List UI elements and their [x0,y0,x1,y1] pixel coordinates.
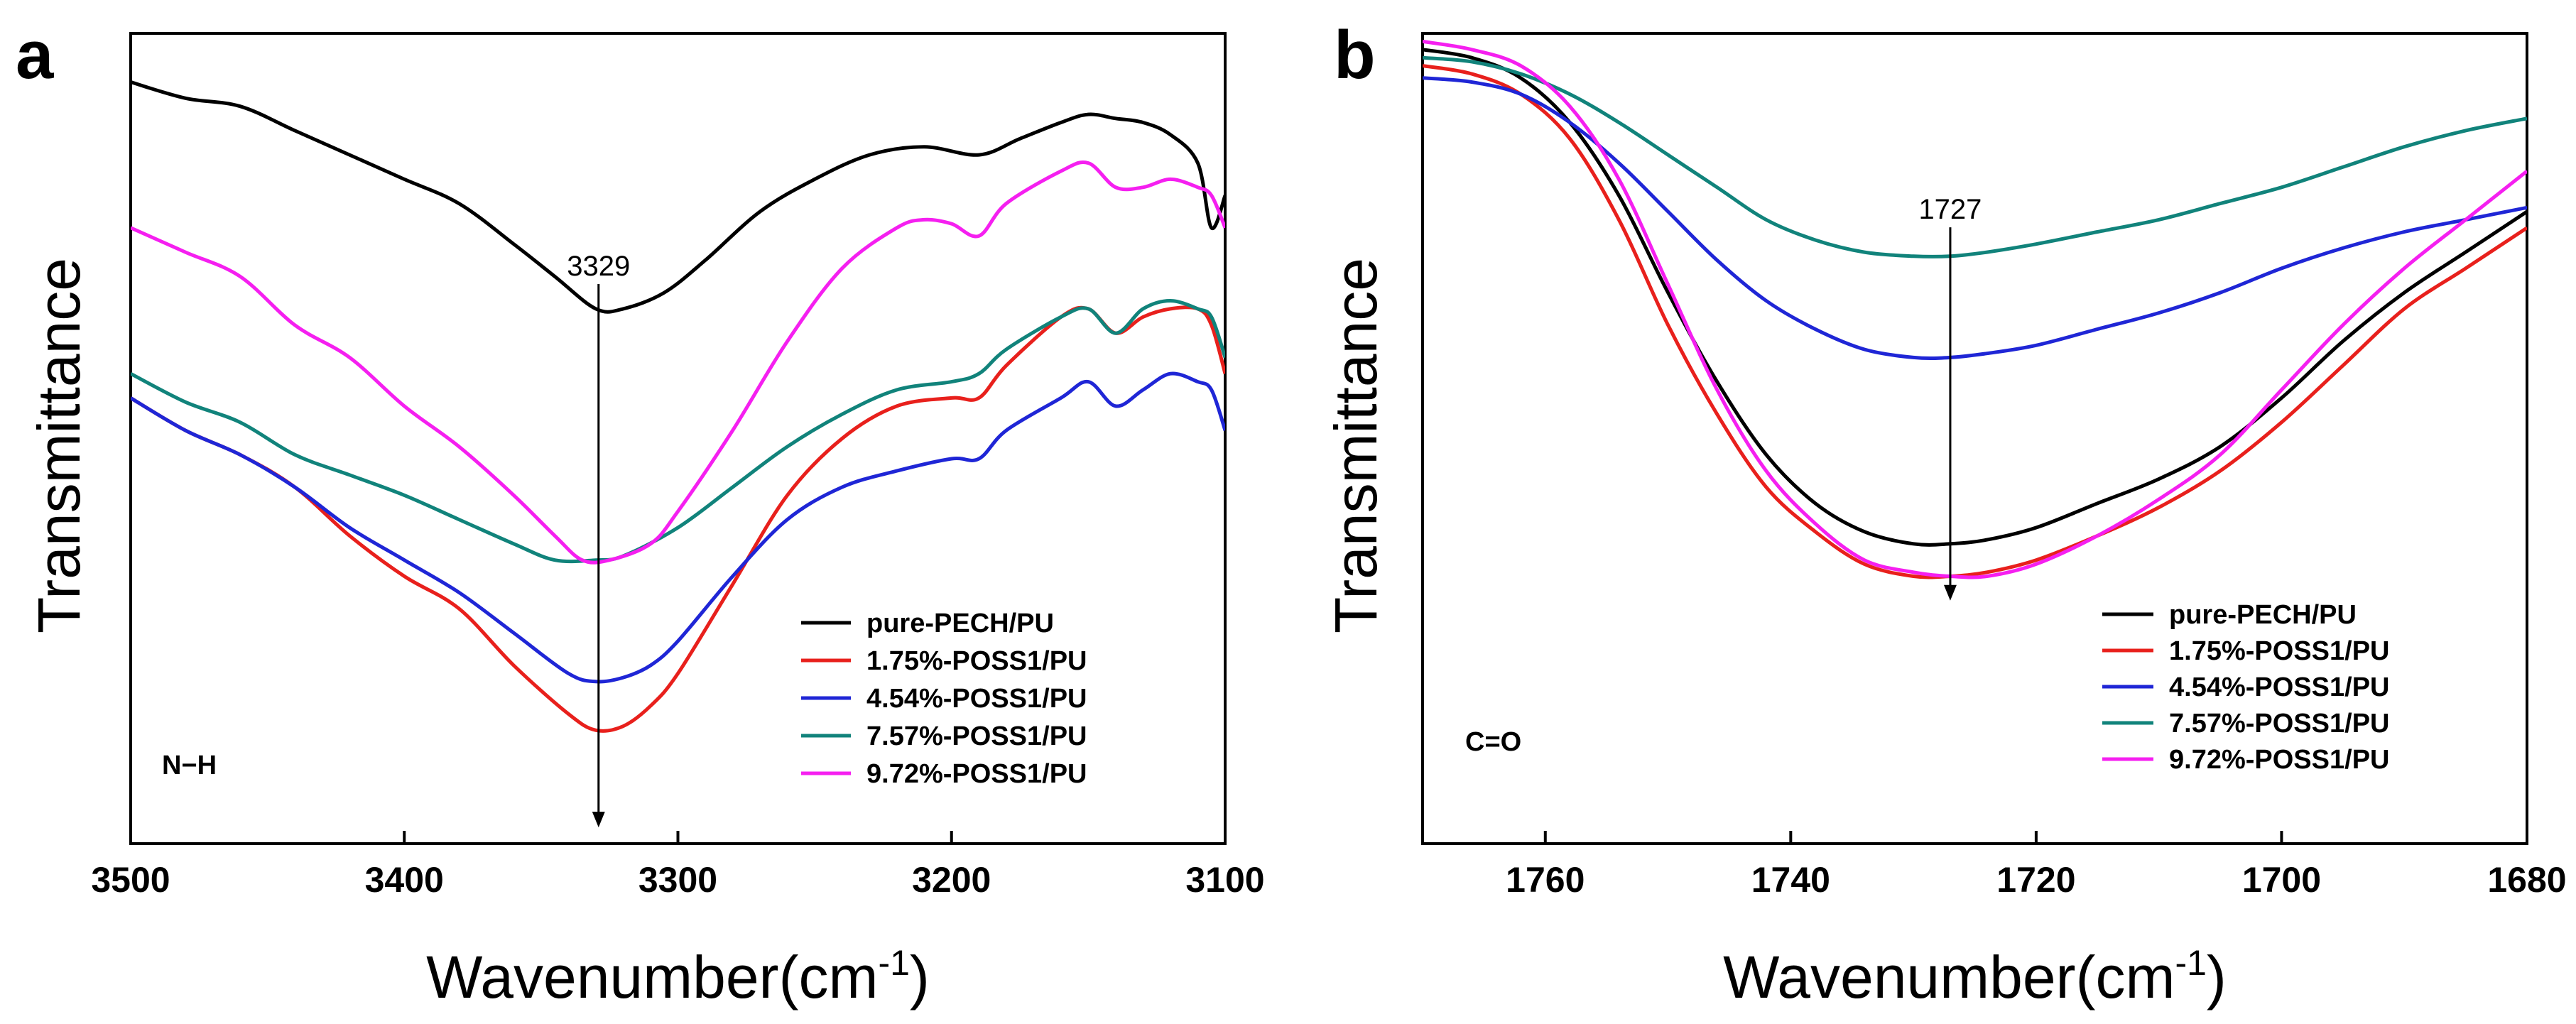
series-group [1423,39,2527,579]
series-line [131,371,1225,684]
legend-label: pure-PECH/PU [866,609,1054,638]
legend: pure-PECH/PU 1.75%-POSS1/PU 4.54%-POSS1/PU… [2102,600,2389,775]
plot-frame [1421,32,2528,845]
peak-label: 1727 [1918,194,1982,225]
series-line [131,80,1225,314]
peak-arrowhead [1943,584,1957,601]
panel-letter: a [16,17,54,93]
legend-label: pure-PECH/PU [2169,600,2357,630]
series-group [131,80,1225,733]
x-tick-label: 3200 [912,860,991,900]
series-line [1423,55,2527,258]
x-axis-label: Wavenumber(cm-1) [1723,943,2227,1011]
series-line [1423,48,2527,547]
y-axis-label: Transmittance [1322,258,1389,633]
panel-letter: b [1334,17,1376,93]
peak-label: 3329 [567,251,630,282]
legend-label: 4.54%-POSS1/PU [866,684,1087,714]
x-tick-label: 1680 [2487,860,2566,900]
bond-label: C=O [1465,727,1521,757]
legend-label: 1.75%-POSS1/PU [2169,636,2389,666]
legend-label: 9.72%-POSS1/PU [866,759,1087,789]
x-tick-label: 3400 [365,860,444,900]
x-tick-label: 1740 [1751,860,1830,900]
legend: pure-PECH/PU 1.75%-POSS1/PU 4.54%-POSS1/PU… [801,609,1087,789]
bond-label: N−H [162,751,217,780]
x-tick-label: 3300 [638,860,717,900]
legend-label: 4.54%-POSS1/PU [2169,672,2389,702]
series-line [1423,39,2527,579]
y-axis-label: Transmittance [26,258,92,633]
series-line [131,299,1225,564]
peak-arrowhead [592,812,605,828]
legend-label: 9.72%-POSS1/PU [2169,745,2389,775]
x-tick-label: 1720 [1996,860,2075,900]
legend-label: 7.57%-POSS1/PU [866,721,1087,751]
panel-a: a 3500 3400 3300 3200 3100 Wavenumber(cm-1) Tra… [16,17,1265,1011]
x-tick-label: 3100 [1185,860,1264,900]
series-line [1423,64,2527,579]
series-line [131,160,1225,565]
legend-label: 1.75%-POSS1/PU [866,646,1087,676]
x-tick-label: 3500 [91,860,170,900]
x-axis-label: Wavenumber(cm-1) [426,943,930,1011]
x-tick-label: 1700 [2242,860,2321,900]
legend-label: 7.57%-POSS1/PU [2169,709,2389,739]
x-tick-label: 1760 [1506,860,1585,900]
panel-b: b 1760 1740 1720 1700 1680 Wavenumber(cm-1) Tra… [1322,17,2567,1011]
